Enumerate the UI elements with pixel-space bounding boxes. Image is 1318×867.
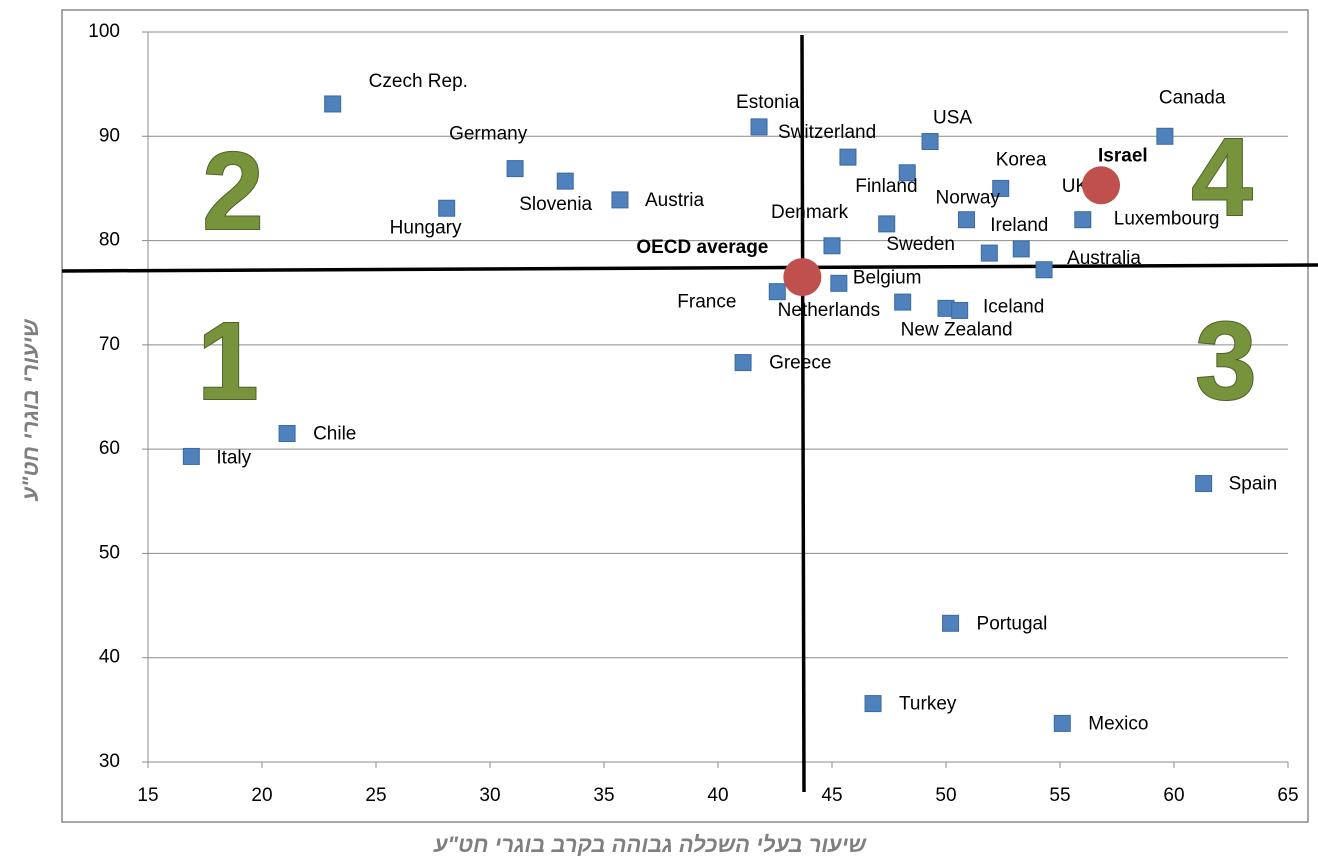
point-label: Israel (1098, 145, 1148, 166)
x-tick-label: 45 (821, 785, 842, 806)
point (823, 237, 841, 255)
x-axis-title: שיעור בעלי השכלה גבוהה בקרב בוגרי חט"ע (433, 832, 867, 857)
quadrant-number: 3 (1195, 300, 1256, 423)
point-label: Netherlands (778, 300, 880, 321)
point (1156, 127, 1174, 145)
x-tick-label: 30 (479, 785, 500, 806)
y-tick-label: 50 (99, 542, 120, 563)
point-label: Ireland (990, 215, 1048, 236)
point-label: Canada (1159, 87, 1226, 108)
point (556, 172, 574, 190)
point-label: Germany (449, 124, 528, 145)
point (878, 215, 896, 233)
point (898, 164, 916, 182)
point-label: Denmark (771, 202, 849, 223)
x-tick-label: 25 (365, 785, 386, 806)
point (1053, 714, 1071, 732)
point-label: Mexico (1088, 713, 1148, 734)
crosshair-horizontal (61, 263, 1318, 273)
highlight-point (783, 258, 822, 297)
point (1074, 211, 1092, 229)
point-label: Switzerland (778, 122, 876, 143)
point-label: Finland (855, 176, 917, 197)
point (734, 354, 752, 372)
chart-frame (61, 9, 1309, 823)
point (992, 179, 1010, 197)
highlight-point (1082, 166, 1121, 205)
point-label: Austria (645, 190, 705, 211)
quadrant-number: 2 (202, 130, 263, 253)
point-label: Slovenia (519, 194, 592, 215)
y-axis-title: שיעורי בוגרי חט"ע (18, 318, 43, 502)
x-tick-label: 35 (593, 785, 614, 806)
point-label: Luxembourg (1114, 209, 1220, 230)
y-tick-label: 70 (99, 334, 120, 355)
point (864, 695, 882, 713)
point (1012, 240, 1030, 258)
point (1035, 261, 1053, 279)
point (324, 95, 342, 113)
point (438, 199, 456, 217)
point-label: OECD average (636, 237, 768, 258)
point-label: Korea (996, 149, 1047, 170)
y-tick-label: 30 (99, 751, 120, 772)
y-tick-label: 60 (99, 438, 120, 459)
x-tick-label: 50 (935, 785, 956, 806)
point-label: UK (1062, 176, 1089, 197)
y-tick-label: 100 (88, 21, 120, 42)
point-label: Norway (936, 188, 1001, 209)
y-tick-label: 90 (99, 125, 120, 146)
point-label: Hungary (390, 217, 462, 238)
point-label: Chile (313, 424, 356, 445)
point-label: Iceland (983, 296, 1044, 317)
point (830, 274, 848, 292)
y-tick-label: 40 (99, 647, 120, 668)
x-tick-label: 65 (1277, 785, 1298, 806)
point-label: Belgium (853, 267, 922, 288)
crosshair-vertical (800, 34, 806, 793)
point-label: Italy (216, 447, 251, 468)
point (894, 293, 912, 311)
point-label: Estonia (736, 92, 800, 113)
point (839, 148, 857, 166)
point (611, 191, 629, 209)
point-label: Turkey (899, 694, 957, 715)
point-label: New Zealand (901, 319, 1013, 340)
quadrant-number: 4 (1191, 116, 1252, 239)
point-label: Portugal (977, 613, 1048, 634)
point (942, 614, 960, 632)
y-tick-label: 80 (99, 230, 120, 251)
x-tick-label: 15 (137, 785, 158, 806)
x-tick-label: 40 (707, 785, 728, 806)
point (1195, 475, 1213, 493)
point (958, 211, 976, 229)
point (278, 425, 296, 442)
point (506, 160, 524, 178)
point (921, 133, 939, 150)
point (750, 118, 768, 136)
quadrant-number: 1 (197, 300, 258, 423)
point-label: Sweden (886, 234, 955, 255)
point-label: USA (933, 108, 972, 129)
point (182, 447, 200, 465)
point-label: Greece (769, 353, 831, 374)
x-tick-label: 20 (251, 785, 272, 806)
x-tick-label: 60 (1163, 785, 1184, 806)
point (951, 301, 969, 319)
x-tick-label: 55 (1049, 785, 1070, 806)
point-label: Czech Rep. (369, 71, 468, 92)
point-label: Spain (1229, 474, 1278, 495)
point (980, 244, 998, 262)
point-label: France (677, 292, 736, 313)
point (768, 283, 786, 301)
point-label: Australia (1067, 248, 1141, 269)
